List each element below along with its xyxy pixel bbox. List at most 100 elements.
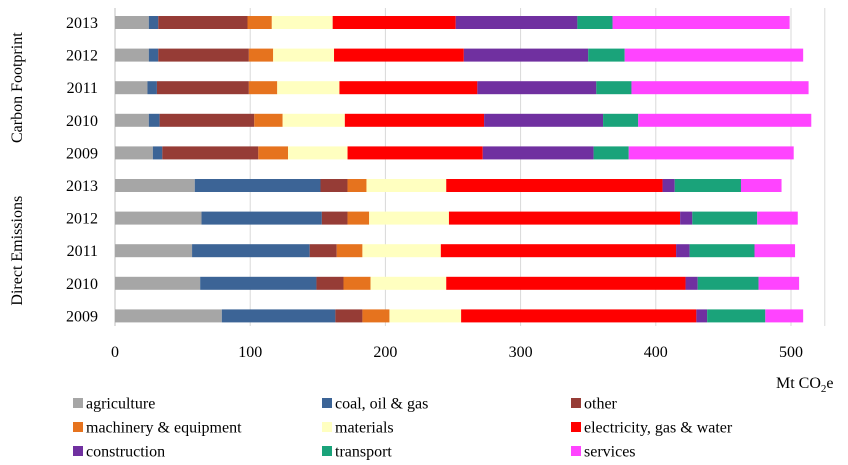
group-labels: Carbon Footprint Direct Emissions [9,32,26,306]
bar-segment-machinery-equipment-2010 [343,276,371,290]
bar-segment-machinery-equipment-2009 [362,309,390,323]
bar-segment-other-2013 [320,179,348,192]
legend-swatch [73,446,83,456]
bar-segment-agriculture-2010 [115,276,201,290]
bar-segment-materials-2011 [277,81,340,95]
bar-segment-services-2013 [612,16,790,29]
bar-segment-electricity-gas-water-2011 [339,81,478,95]
legend-item: other [571,396,618,413]
category-label: 2013 [66,15,98,32]
bar-segment-other-2010 [159,113,255,127]
bar-segment-transport-2012 [692,211,758,225]
legend-item: materials [322,420,394,437]
bar-segment-coal-oil-gas-2010 [200,276,317,290]
legend-swatch [571,446,581,456]
category-label: 2011 [67,243,98,260]
legend-item: agriculture [73,396,155,413]
bar-segment-agriculture-2011 [115,244,193,258]
bar-segment-machinery-equipment-2013 [247,16,272,29]
bar-segment-machinery-equipment-2009 [258,146,289,160]
bar-segment-coal-oil-gas-2013 [194,179,321,192]
bar-segment-construction-2013 [662,179,675,192]
bar-segment-machinery-equipment-2010 [254,113,283,127]
x-tick-label: 500 [779,344,803,361]
category-label: 2013 [66,178,98,195]
legend-label: transport [335,444,392,461]
bar-segment-construction-2012 [463,48,589,62]
bar-segment-materials-2009 [288,146,348,160]
bar-segment-construction-2011 [477,81,597,95]
x-axis-unit-label: Mt CO2e [776,375,834,395]
legend-item: coal, oil & gas [322,396,428,413]
bar-segment-agriculture-2013 [115,16,149,29]
bar-segment-agriculture-2009 [115,309,222,323]
bar-segment-other-2011 [309,244,337,258]
bar-segment-electricity-gas-water-2010 [344,113,485,127]
legend-swatch [73,422,83,432]
bar-segment-machinery-equipment-2011 [336,244,363,258]
legend-swatch [73,398,83,408]
legend-label: agriculture [86,396,155,413]
bar-segment-electricity-gas-water-2010 [446,276,686,290]
bar-segment-materials-2012 [369,211,449,225]
bar-segment-machinery-equipment-2012 [347,211,370,225]
legend-swatch [322,398,332,408]
legend-label: coal, oil & gas [335,396,428,413]
legend-label: electricity, gas & water [584,420,733,437]
bar-segment-electricity-gas-water-2013 [332,16,456,29]
bar-segment-agriculture-2010 [115,113,149,127]
legend-item: construction [73,444,165,461]
bar-segment-transport-2013 [674,179,741,192]
category-label: 2009 [66,308,98,325]
bar-segment-agriculture-2009 [115,146,153,160]
bar-segment-agriculture-2012 [115,211,202,225]
bar-segment-services-2010 [638,113,812,127]
bar-segment-materials-2013 [366,179,447,192]
bar-segment-construction-2013 [455,16,578,29]
category-label: 2010 [66,276,98,293]
bar-segment-electricity-gas-water-2009 [461,309,697,323]
bar-segment-services-2009 [765,309,804,323]
bar-segment-services-2009 [628,146,794,160]
bar-segment-construction-2009 [482,146,594,160]
bar-segment-machinery-equipment-2012 [248,48,274,62]
bar-segment-coal-oil-gas-2011 [147,81,157,95]
x-tick-label: 0 [111,344,119,361]
bar-segment-machinery-equipment-2013 [347,179,367,192]
x-tick-label: 300 [509,344,533,361]
bar-segment-construction-2011 [676,244,690,258]
bar-segment-coal-oil-gas-2012 [148,48,159,62]
bar-segment-materials-2010 [370,276,447,290]
bar-segment-materials-2010 [282,113,345,127]
bar-segment-other-2009 [162,146,259,160]
category-label: 2009 [66,145,98,162]
bar-segment-construction-2012 [680,211,693,225]
bar-segment-construction-2010 [484,113,604,127]
x-tick-label: 100 [238,344,262,361]
bar-segment-materials-2012 [273,48,335,62]
x-tick-label: 400 [644,344,668,361]
category-label: 2012 [66,211,98,228]
bar-segment-transport-2011 [689,244,755,258]
bar-segment-electricity-gas-water-2009 [347,146,483,160]
bar-segment-other-2010 [316,276,344,290]
bar-segment-electricity-gas-water-2012 [334,48,464,62]
bar-segment-transport-2012 [588,48,625,62]
legend-swatch [571,398,581,408]
bar-segment-transport-2010 [697,276,759,290]
legend-label: machinery & equipment [86,420,242,437]
bar-segment-transport-2011 [596,81,632,95]
bar-segment-services-2013 [740,179,782,192]
bar-segment-electricity-gas-water-2012 [448,211,681,225]
bar-segment-machinery-equipment-2011 [248,81,278,95]
legend: agriculture coal, oil & gas other machinery… [73,396,733,461]
x-tick-label: 200 [373,344,397,361]
category-label: 2010 [66,113,98,130]
bar-segment-other-2013 [158,16,248,29]
bar-segment-construction-2010 [685,276,698,290]
legend-label: materials [335,420,394,437]
bar-segment-agriculture-2013 [115,179,195,192]
bar-segment-coal-oil-gas-2009 [221,309,336,323]
bar-segment-services-2012 [757,211,798,225]
